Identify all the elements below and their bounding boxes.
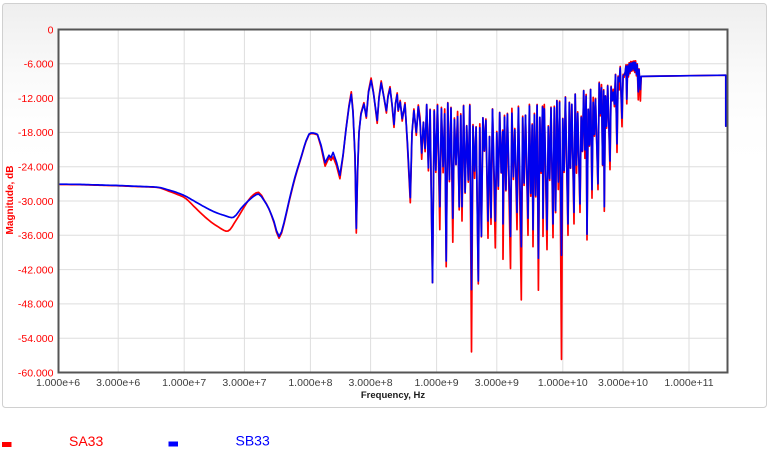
- svg-text:1.000e+9: 1.000e+9: [415, 377, 459, 389]
- svg-text:SB33: SB33: [236, 433, 270, 449]
- svg-text:-36.000: -36.000: [18, 230, 54, 242]
- svg-text:Magnitude, dB: Magnitude, dB: [5, 166, 16, 235]
- svg-text:SA33: SA33: [69, 433, 103, 449]
- svg-text:-54.000: -54.000: [18, 333, 54, 345]
- svg-text:-48.000: -48.000: [18, 299, 54, 311]
- svg-text:1.000e+7: 1.000e+7: [162, 377, 206, 389]
- svg-text:3.000e+6: 3.000e+6: [96, 377, 140, 389]
- svg-text:3.000e+9: 3.000e+9: [475, 377, 519, 389]
- svg-text:-30.000: -30.000: [18, 196, 54, 208]
- svg-text:1.000e+6: 1.000e+6: [36, 377, 80, 389]
- svg-text:1.000e+10: 1.000e+10: [538, 377, 588, 389]
- svg-text:3.000e+7: 3.000e+7: [222, 377, 266, 389]
- svg-text:-42.000: -42.000: [18, 264, 54, 276]
- svg-text:1.000e+8: 1.000e+8: [288, 377, 332, 389]
- svg-text:3.000e+10: 3.000e+10: [598, 377, 648, 389]
- svg-text:-12.000: -12.000: [18, 93, 54, 105]
- svg-text:-24.000: -24.000: [18, 162, 54, 174]
- svg-text:-18.000: -18.000: [18, 127, 54, 139]
- svg-text:Frequency, Hz: Frequency, Hz: [361, 390, 425, 401]
- svg-text:-6.000: -6.000: [24, 59, 54, 71]
- svg-text:1.000e+11: 1.000e+11: [664, 377, 713, 389]
- svg-text:-60.000: -60.000: [18, 367, 54, 379]
- svg-text:0: 0: [48, 24, 54, 36]
- svg-text:3.000e+8: 3.000e+8: [349, 377, 393, 389]
